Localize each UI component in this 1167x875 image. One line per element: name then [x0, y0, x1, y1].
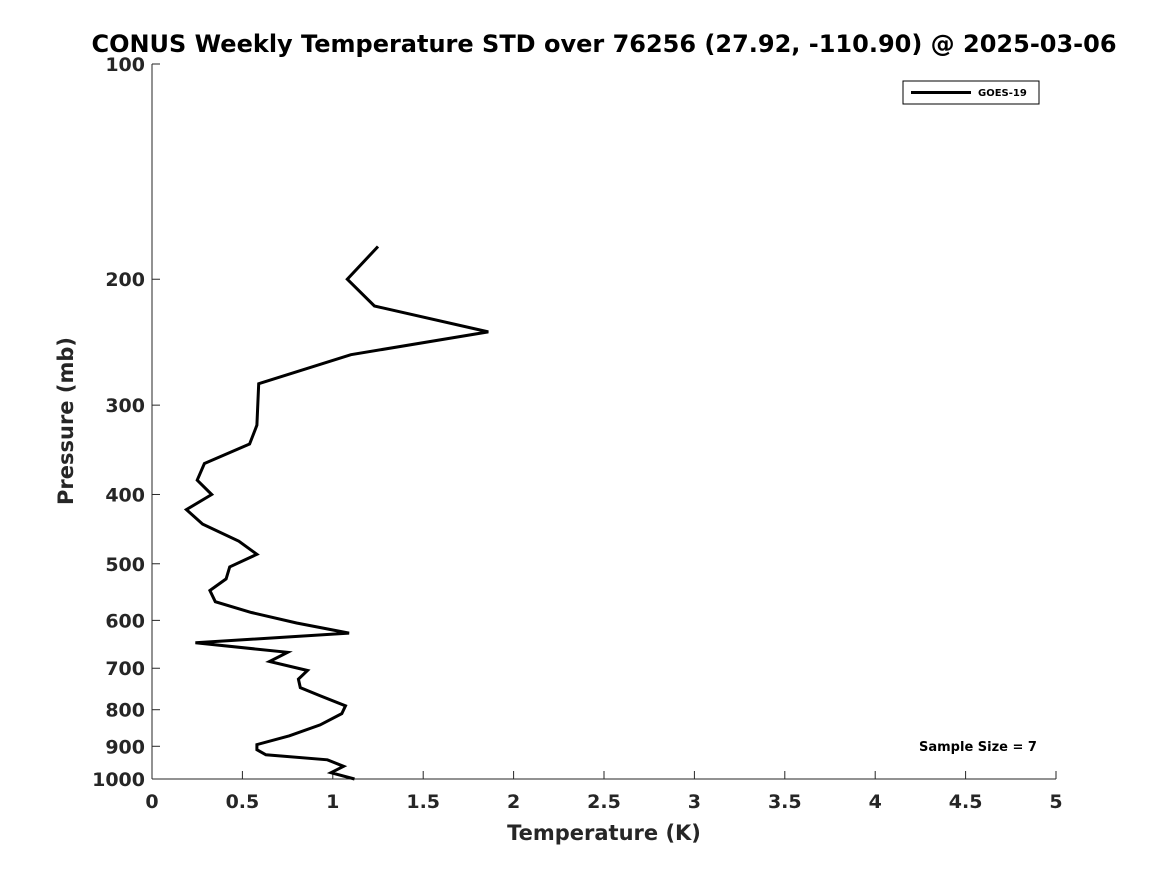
y-tick-label: 100: [105, 54, 145, 76]
x-tick-label: 4.5: [949, 791, 983, 813]
x-tick-label: 1.5: [406, 791, 440, 813]
y-tick-label: 700: [105, 658, 145, 680]
y-tick-label: 500: [105, 554, 145, 576]
series-line-goes-19: [183, 245, 489, 781]
y-tick-label: 200: [105, 269, 145, 291]
x-tick-label: 2.5: [587, 791, 621, 813]
legend-label-goes-19: GOES-19: [978, 88, 1027, 99]
chart-title: CONUS Weekly Temperature STD over 76256 …: [91, 30, 1116, 58]
y-tick-label: 1000: [92, 769, 145, 791]
x-tick-label: 1: [326, 791, 339, 813]
y-tick-label: 600: [105, 610, 145, 632]
y-axis-label: Pressure (mb): [54, 337, 78, 505]
y-tick-label: 800: [105, 700, 145, 722]
x-tick-label: 0: [145, 791, 158, 813]
x-tick-label: 0.5: [226, 791, 260, 813]
x-tick-label: 3: [688, 791, 701, 813]
legend: GOES-19: [902, 80, 1040, 105]
x-ticks: 0 0.5 1 1.5 2 2.5 3 3.5 4 4.5 5: [145, 771, 1063, 813]
series-layer: [183, 245, 489, 781]
x-tick-label: 2: [507, 791, 520, 813]
y-tick-label: 900: [105, 736, 145, 758]
y-ticks: 100 200 300 400 500 600 700 800 900 1000: [92, 54, 160, 791]
x-tick-label: 3.5: [768, 791, 802, 813]
y-tick-label: 400: [105, 484, 145, 506]
x-tick-label: 4: [869, 791, 882, 813]
x-axis-label: Temperature (K): [507, 821, 701, 845]
plot-frame: [151, 64, 1056, 780]
y-tick-label: 300: [105, 395, 145, 417]
sample-size-annotation: Sample Size = 7: [919, 740, 1037, 755]
x-tick-label: 5: [1049, 791, 1062, 813]
